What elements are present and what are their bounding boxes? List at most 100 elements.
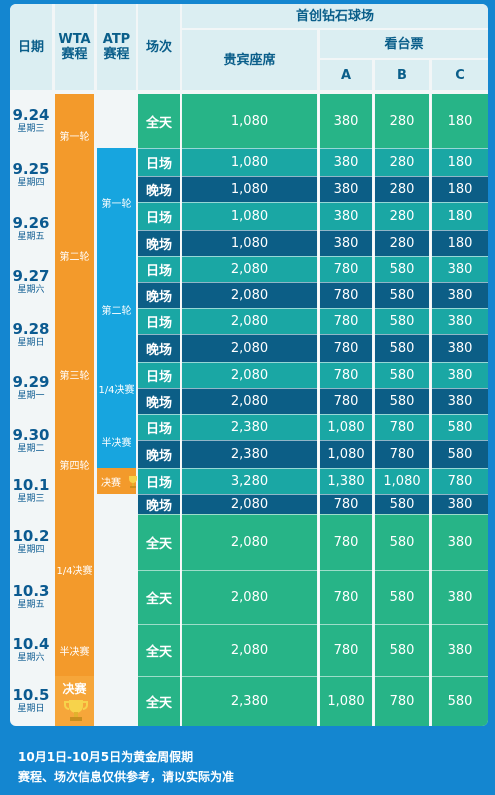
price-vip: 1,080 [182,148,317,176]
row-divider [138,440,488,441]
weekday-label: 星期日 [17,338,45,348]
row-divider [138,494,488,495]
price-stand-b: 580 [375,514,429,570]
row-divider [138,570,488,571]
price-stand-c: 380 [432,624,488,676]
price-stand-a: 1,080 [320,440,372,468]
price-stand-a: 780 [320,624,372,676]
session-cell: 日场 [138,148,180,176]
price-stand-c: 180 [432,148,488,176]
price-stand-b: 580 [375,308,429,334]
schedule-table: 日期 WTA 赛程 ATP 赛程 场次 首创钻石球场 贵宾座席 看台票 A B C 9.24 星期三 9… [10,4,488,726]
date-cell: 9.28 星期日 [10,310,52,360]
header-session: 场次 [138,4,180,90]
date-cell: 9.24 星期三 [10,96,52,146]
row-divider [138,514,488,515]
footer-disclaimer: 赛程、场次信息仅供参考，请以实际为准 [18,770,235,784]
price-stand-a: 780 [320,308,372,334]
price-vip: 1,080 [182,94,317,148]
row-divider [138,230,488,231]
date-cell: 9.30 星期二 [10,416,52,466]
weekday-label: 星期一 [17,391,45,401]
date-cell: 10.4 星期六 [10,626,52,674]
price-stand-b: 580 [375,494,429,514]
price-stand-b: 280 [375,148,429,176]
weekday-label: 星期六 [17,285,45,295]
header-stand-tickets: 看台票 [320,30,488,58]
session-cell: 日场 [138,308,180,334]
price-stand-b: 780 [375,676,429,726]
session-cell: 全天 [138,514,180,570]
session-cell: 全天 [138,624,180,676]
trophy-icon [63,698,89,726]
row-divider [138,176,488,177]
header-venue: 首创钻石球场 [182,4,488,28]
price-stand-c: 380 [432,256,488,282]
header-atp: ATP 赛程 [97,4,136,90]
price-stand-b: 580 [375,334,429,362]
row-divider [138,388,488,389]
price-stand-a: 1,080 [320,414,372,440]
session-cell: 晚场 [138,440,180,468]
session-cell: 日场 [138,362,180,388]
price-stand-a: 380 [320,94,372,148]
date-cell: 10.5 星期日 [10,678,52,724]
price-stand-b: 580 [375,282,429,308]
price-stand-a: 780 [320,282,372,308]
atp-round: 第二轮 [97,256,136,362]
price-stand-a: 780 [320,334,372,362]
price-vip: 2,080 [182,494,317,514]
price-stand-a: 1,080 [320,676,372,726]
price-stand-a: 780 [320,388,372,414]
header-date: 日期 [10,4,52,90]
atp-round: 第一轮 [97,148,136,256]
weekday-label: 星期三 [17,494,45,504]
header-col-c: C [432,60,488,90]
price-vip: 2,080 [182,282,317,308]
date-value: 9.29 [12,373,50,391]
price-vip: 2,080 [182,308,317,334]
price-stand-c: 380 [432,388,488,414]
price-stand-b: 580 [375,624,429,676]
date-value: 10.3 [12,582,50,600]
date-cell: 9.25 星期四 [10,150,52,200]
price-stand-c: 180 [432,230,488,256]
column-divider [373,94,374,726]
price-stand-a: 380 [320,230,372,256]
row-divider [138,282,488,283]
small-trophy-icon [128,474,138,493]
session-cell: 全天 [138,570,180,624]
price-vip: 2,080 [182,624,317,676]
date-value: 9.28 [12,320,50,338]
date-cell: 10.1 星期三 [10,470,52,512]
row-divider [138,334,488,335]
price-stand-b: 780 [375,440,429,468]
price-vip: 2,080 [182,334,317,362]
row-divider [138,256,488,257]
price-stand-b: 1,080 [375,468,429,494]
weekday-label: 星期四 [17,545,45,555]
price-stand-a: 780 [320,362,372,388]
session-cell: 晚场 [138,282,180,308]
price-stand-a: 1,380 [320,468,372,494]
price-stand-a: 780 [320,514,372,570]
price-stand-c: 380 [432,514,488,570]
header-vip-seats: 贵宾座席 [182,30,317,90]
header-wta: WTA 赛程 [55,4,94,90]
price-stand-c: 380 [432,308,488,334]
date-cell: 9.29 星期一 [10,364,52,412]
price-stand-c: 580 [432,440,488,468]
price-stand-c: 180 [432,176,488,202]
weekday-label: 星期五 [17,232,45,242]
date-value: 10.5 [12,686,50,704]
price-vip: 2,380 [182,440,317,468]
date-value: 9.25 [12,160,50,178]
footer-holiday-note: 10月1日-10月5日为黄金周假期 [18,750,194,764]
row-divider [138,676,488,677]
price-vip: 2,080 [182,256,317,282]
wta-round: 第二轮 [55,176,94,334]
session-cell: 日场 [138,468,180,494]
session-cell: 晚场 [138,230,180,256]
date-value: 9.27 [12,267,50,285]
row-divider [138,202,488,203]
